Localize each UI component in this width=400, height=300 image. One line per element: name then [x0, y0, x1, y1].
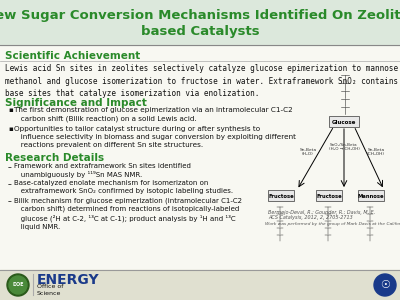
Text: ☉: ☉ — [380, 280, 390, 290]
Text: Opportunities to tailor catalyst structure during or after synthesis to
   influ: Opportunities to tailor catalyst structu… — [14, 126, 296, 148]
Text: Fructose: Fructose — [268, 194, 294, 199]
Text: New Sugar Conversion Mechanisms Identified On Zeolite-: New Sugar Conversion Mechanisms Identifi… — [0, 10, 400, 22]
FancyBboxPatch shape — [329, 116, 359, 127]
Text: Glucose: Glucose — [332, 119, 356, 124]
Text: Office of
Science: Office of Science — [37, 284, 63, 296]
Text: Bilik mechanism for glucose epimerization (intramolecular C1-C2
   carbon shift): Bilik mechanism for glucose epimerizatio… — [14, 197, 242, 230]
Text: Scientific Achievement: Scientific Achievement — [5, 51, 140, 61]
Text: based Catalysts: based Catalysts — [141, 26, 259, 38]
Text: Base-catalyzed enolate mechanism for isomerizaton on
   extraframework SnO₂ conf: Base-catalyzed enolate mechanism for iso… — [14, 180, 233, 194]
Bar — [0, 270, 400, 300]
Text: DOE: DOE — [12, 283, 24, 287]
Text: Lewis acid Sn sites in zeolites selectively catalyze glucose epimerization to ma: Lewis acid Sn sites in zeolites selectiv… — [5, 64, 400, 98]
Text: Significance and Impact: Significance and Impact — [5, 98, 147, 108]
Text: –: – — [8, 180, 12, 189]
Text: Sn-Beta
(CH₃OH): Sn-Beta (CH₃OH) — [367, 148, 385, 156]
FancyBboxPatch shape — [268, 190, 294, 201]
Text: Bermejo-Deval, R.; Gounder, R.; Davis, M. E.: Bermejo-Deval, R.; Gounder, R.; Davis, M… — [268, 210, 375, 215]
Circle shape — [374, 274, 396, 296]
Text: The first demonstration of glucose epimerization via an intramolecular C1-C2
   : The first demonstration of glucose epime… — [14, 107, 293, 122]
Text: ▪: ▪ — [8, 126, 13, 132]
Text: ▪: ▪ — [8, 107, 13, 113]
Text: Framework and extraframework Sn sites identified
   unambiguously by ¹¹⁹Sn MAS N: Framework and extraframework Sn sites id… — [14, 163, 191, 178]
Text: Fructose: Fructose — [316, 194, 342, 199]
Circle shape — [9, 276, 27, 294]
Text: –: – — [8, 197, 12, 206]
Text: Research Details: Research Details — [5, 153, 104, 163]
Text: Work was performed by the group of Mark Davis at the California Institute of Tec: Work was performed by the group of Mark … — [265, 222, 400, 226]
Text: ENERGY: ENERGY — [37, 273, 100, 287]
FancyBboxPatch shape — [358, 190, 384, 201]
Text: ACS Catalysis, 2012, 2, 2705-2713: ACS Catalysis, 2012, 2, 2705-2713 — [268, 215, 353, 220]
Text: SnO₂/Sn-Beta
(H₂O → CH₃OH): SnO₂/Sn-Beta (H₂O → CH₃OH) — [328, 143, 360, 151]
Bar — [0, 0, 400, 45]
Text: Mannose: Mannose — [358, 194, 384, 199]
Text: –: – — [8, 163, 12, 172]
Circle shape — [7, 274, 29, 296]
FancyBboxPatch shape — [316, 190, 342, 201]
Text: Sn-Beta
(H₂O): Sn-Beta (H₂O) — [300, 148, 316, 156]
